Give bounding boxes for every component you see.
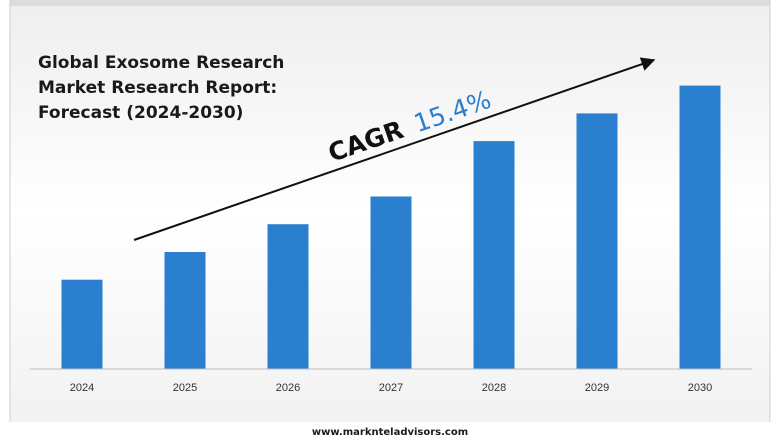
x-tick-label-2030: 2030 — [688, 382, 712, 394]
bar-2026 — [267, 224, 309, 369]
footer-website: www.marknteladvisors.com — [312, 427, 468, 438]
bar-2028 — [473, 141, 515, 369]
bar-2025 — [164, 252, 206, 369]
x-tick-label-2024: 2024 — [70, 382, 94, 394]
x-tick-label-2029: 2029 — [585, 382, 609, 394]
footer-bar — [0, 422, 780, 440]
chart-title-line-3: Forecast (2024-2030) — [38, 103, 243, 123]
bar-2027 — [370, 196, 412, 369]
chart-panel-top-edge — [10, 0, 770, 6]
bar-2030 — [679, 85, 721, 369]
chart-title-line-2: Market Research Report: — [38, 78, 277, 98]
x-tick-label-2028: 2028 — [482, 382, 506, 394]
x-tick-label-2026: 2026 — [276, 382, 300, 394]
bar-2024 — [61, 279, 103, 369]
x-tick-label-2025: 2025 — [173, 382, 197, 394]
growth-arrow — [133, 57, 656, 241]
chart-title: Global Exosome Research Market Research … — [38, 53, 284, 123]
chart-title-line-1: Global Exosome Research — [38, 53, 284, 73]
x-tick-label-2027: 2027 — [379, 382, 403, 394]
bar-2029 — [576, 113, 618, 370]
x-axis-ticks: 2024 2025 2026 2027 2028 2029 2030 — [70, 382, 712, 394]
bar-series — [61, 85, 721, 370]
